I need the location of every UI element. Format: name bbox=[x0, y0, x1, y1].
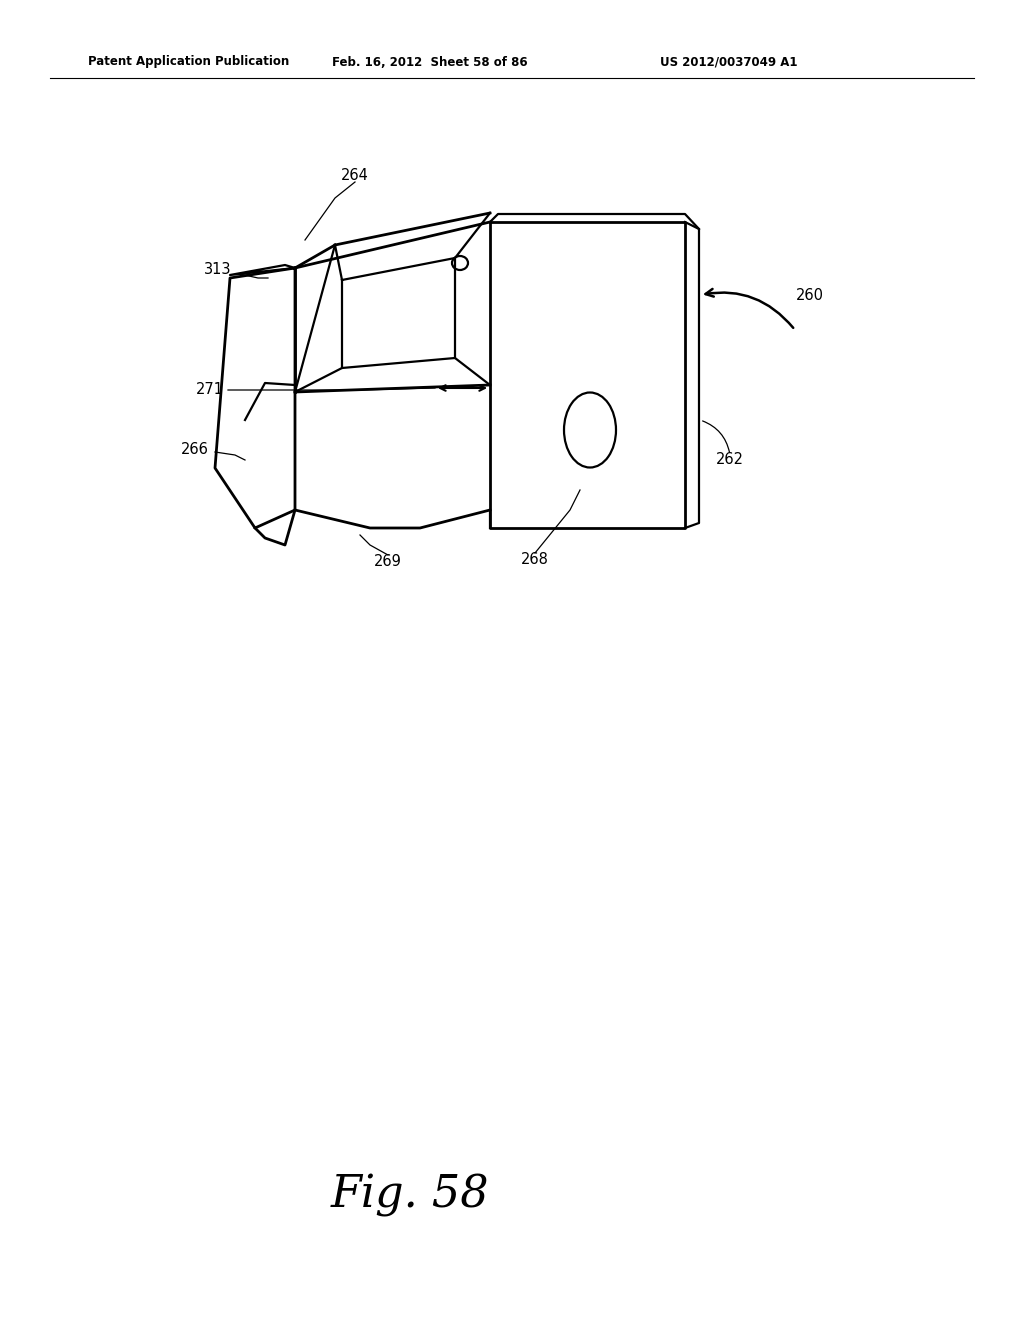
Text: US 2012/0037049 A1: US 2012/0037049 A1 bbox=[660, 55, 798, 69]
Text: 266: 266 bbox=[181, 442, 209, 458]
Text: Fig. 58: Fig. 58 bbox=[331, 1173, 489, 1217]
Text: Feb. 16, 2012  Sheet 58 of 86: Feb. 16, 2012 Sheet 58 of 86 bbox=[332, 55, 527, 69]
Text: 260: 260 bbox=[796, 288, 824, 302]
Text: 264: 264 bbox=[341, 168, 369, 182]
Text: 268: 268 bbox=[521, 553, 549, 568]
Text: 262: 262 bbox=[716, 453, 744, 467]
Text: Patent Application Publication: Patent Application Publication bbox=[88, 55, 289, 69]
Text: 269: 269 bbox=[374, 554, 402, 569]
Text: 313: 313 bbox=[204, 263, 231, 277]
FancyArrowPatch shape bbox=[702, 421, 729, 453]
Text: 271: 271 bbox=[196, 383, 224, 397]
